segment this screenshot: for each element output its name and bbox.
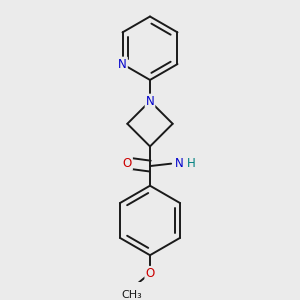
Text: N: N — [118, 58, 127, 70]
Text: O: O — [123, 157, 132, 169]
Text: CH₃: CH₃ — [122, 290, 142, 300]
Text: O: O — [146, 267, 154, 280]
Text: N: N — [146, 94, 154, 108]
Text: N: N — [175, 157, 184, 170]
Text: H: H — [187, 157, 196, 170]
